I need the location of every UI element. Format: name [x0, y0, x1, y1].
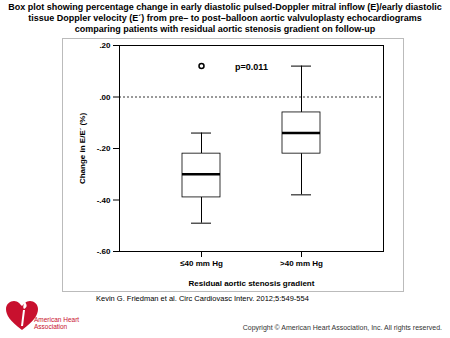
html-text:Box plot showing percentage ch: Box plot showing percentage change in ea… [8, 2, 442, 34]
svg-text:-.60: -.60 [97, 247, 111, 256]
svg-text:>40 mm Hg: >40 mm Hg [280, 259, 323, 268]
svg-text:Change in E/E´ (%): Change in E/E´ (%) [78, 113, 87, 184]
html-text:American Heart Association: American Heart Association [34, 316, 80, 330]
svg-text:≤40 mm Hg: ≤40 mm Hg [180, 259, 223, 268]
svg-text:p=0.011: p=0.011 [235, 62, 268, 72]
html-text:Kevin G. Friedman et al. Circ: Kevin G. Friedman et al. Circ Cardiovasc… [96, 294, 309, 303]
svg-text:-.20: -.20 [97, 144, 111, 153]
svg-text:Residual aortic stenosis gradi: Residual aortic stenosis gradient [189, 279, 315, 288]
svg-text:.00: .00 [99, 93, 111, 102]
svg-text:.20: .20 [99, 41, 111, 50]
svg-text:-.40: -.40 [97, 196, 111, 205]
html-text:Copyright © American Heart Ass: Copyright © American Heart Association, … [242, 324, 442, 331]
